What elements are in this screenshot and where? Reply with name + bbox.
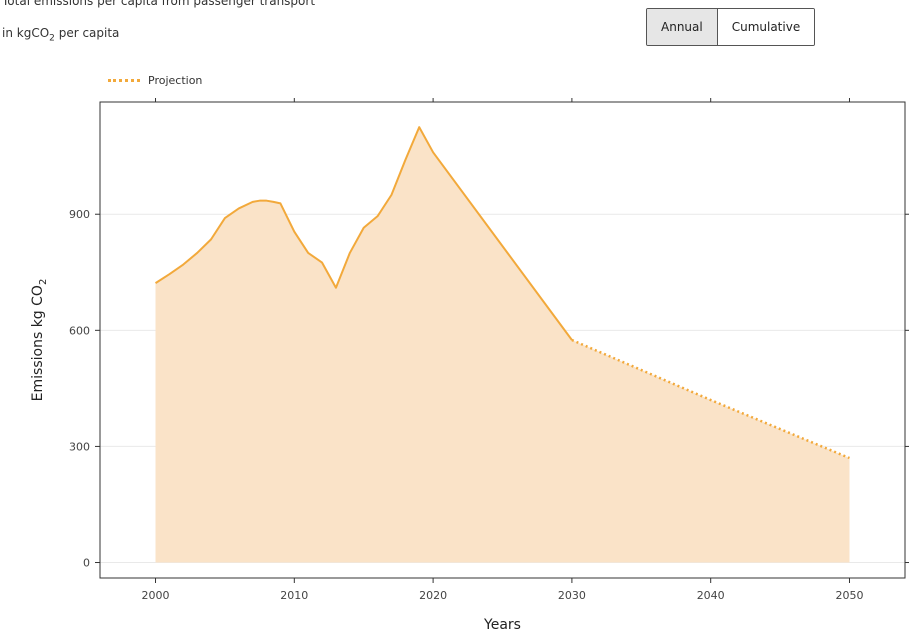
x-tick-label-2050: 2050 xyxy=(835,589,863,602)
chart-legend: Projection xyxy=(108,74,202,87)
x-tick-label-2020: 2020 xyxy=(419,589,447,602)
y-tick-label-0: 0 xyxy=(83,557,90,570)
y-tick-label-900: 900 xyxy=(69,208,90,221)
chart-subtitle: in kgCO2 per capita xyxy=(2,26,119,43)
projection-legend-label: Projection xyxy=(148,74,203,87)
y-tick-label-600: 600 xyxy=(69,324,90,337)
projection-line xyxy=(571,338,850,460)
annual-cumulative-toggle[interactable]: Annual Cumulative xyxy=(646,8,816,46)
subtitle-main: in kgCO xyxy=(2,26,50,40)
cumulative-button[interactable]: Cumulative xyxy=(716,9,815,45)
x-tick-label-2040: 2040 xyxy=(697,589,725,602)
subtitle-subscript: 2 xyxy=(49,33,55,44)
plot-frame xyxy=(99,101,906,579)
subtitle-rest: per capita xyxy=(54,26,120,40)
projection-legend-swatch xyxy=(108,79,140,82)
x-axis-label: Years xyxy=(483,617,521,633)
annual-button[interactable]: Annual xyxy=(647,9,717,45)
y-axis-label: Emissions kg CO2 xyxy=(30,279,49,402)
emissions-area xyxy=(155,127,850,563)
y-axis-label-main: Emissions kg CO xyxy=(30,285,46,401)
chart-title: Total emissions per capita from passenge… xyxy=(2,0,316,8)
x-tick-label-2030: 2030 xyxy=(558,589,586,602)
emissions-line xyxy=(154,126,573,341)
y-tick-label-300: 300 xyxy=(69,440,90,453)
x-tick-label-2000: 2000 xyxy=(142,589,170,602)
y-axis-label-subscript: 2 xyxy=(38,279,49,285)
x-tick-label-2010: 2010 xyxy=(280,589,308,602)
